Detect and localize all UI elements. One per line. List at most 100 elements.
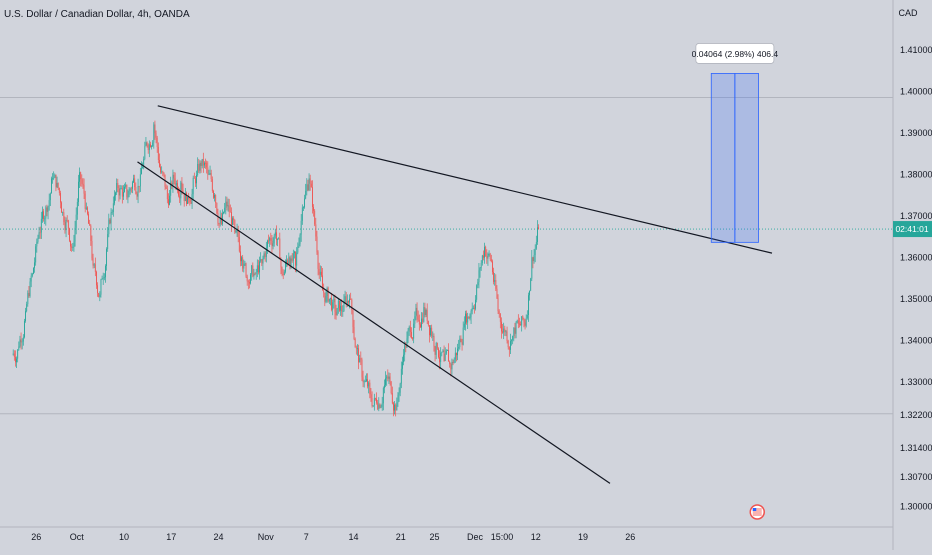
candle-body — [166, 188, 168, 200]
candle-body — [533, 255, 535, 262]
candle-body — [195, 178, 196, 184]
candle-body — [386, 376, 388, 379]
candle-body — [449, 361, 451, 364]
candle-body — [357, 348, 358, 350]
chart-title: U.S. Dollar / Canadian Dollar, 4h, OANDA — [4, 9, 190, 20]
candle-body — [156, 137, 158, 148]
candle-body — [119, 188, 121, 196]
candle-body — [373, 398, 375, 406]
us-flag-icon — [749, 504, 765, 520]
candle-body — [508, 347, 510, 350]
candle-body — [138, 185, 140, 187]
candle-body — [504, 328, 506, 332]
candle-body — [199, 162, 201, 171]
candle-body — [519, 323, 520, 325]
candle-body — [74, 227, 76, 242]
candle-body — [537, 227, 538, 242]
candle-body — [488, 253, 490, 255]
candle-body — [263, 253, 265, 259]
candle-body — [43, 211, 44, 219]
candle-body — [298, 244, 300, 247]
candle-body — [229, 211, 231, 213]
candle-body — [332, 302, 334, 310]
candle-body — [470, 311, 472, 318]
candle-body — [226, 201, 228, 207]
candle-body — [307, 184, 309, 191]
y-tick-label: 1.38000 — [900, 169, 932, 179]
candle-body — [265, 247, 267, 257]
candle-body — [150, 144, 151, 148]
candle-body — [193, 177, 195, 179]
candle-body — [197, 163, 199, 175]
candle-body — [514, 327, 516, 334]
candle-body — [355, 347, 357, 349]
candle-body — [277, 238, 278, 240]
candle-body — [155, 133, 157, 138]
trendline — [137, 161, 611, 484]
candle-body — [436, 342, 438, 349]
candle-body — [359, 358, 361, 363]
candle-body — [73, 241, 75, 247]
candle-body — [372, 405, 374, 407]
candle-body — [200, 162, 202, 166]
candle-body — [471, 307, 473, 312]
candle-body — [522, 316, 524, 319]
candle-body — [499, 314, 501, 322]
candle-body — [331, 297, 332, 310]
candle-body — [115, 192, 116, 196]
candle-body — [453, 359, 455, 363]
candle-body — [290, 258, 292, 268]
candle-body — [273, 235, 275, 244]
candle-body — [247, 281, 249, 283]
candle-body — [409, 326, 411, 332]
candle-body — [192, 177, 194, 195]
candle-body — [94, 264, 96, 272]
x-tick-label: 19 — [578, 532, 588, 542]
candle-body — [525, 317, 527, 326]
y-tick-label: 1.33000 — [900, 377, 932, 387]
candle-body — [532, 257, 534, 262]
candle-body — [173, 174, 175, 179]
candle-body — [283, 271, 285, 276]
candle-body — [25, 311, 26, 322]
candle-body — [215, 195, 217, 203]
candle-body — [37, 238, 39, 242]
candle-body — [237, 229, 239, 238]
candle-body — [276, 232, 277, 240]
candle-body — [256, 265, 258, 272]
candle-body — [280, 259, 282, 268]
candle-body — [510, 341, 511, 350]
candle-body — [379, 404, 381, 408]
candle-body — [51, 178, 52, 194]
y-tick-label: 1.37000 — [900, 211, 932, 221]
candle-body — [382, 387, 384, 404]
candle-body — [426, 309, 428, 321]
candle-body — [153, 124, 155, 143]
candle-body — [420, 324, 421, 328]
candle-body — [175, 183, 177, 186]
candle-body — [314, 210, 316, 225]
candle-body — [179, 195, 181, 199]
candle-body — [376, 398, 377, 403]
candle-body — [423, 307, 425, 322]
candle-body — [469, 317, 471, 319]
candle-body — [53, 177, 55, 179]
candle-body — [233, 218, 235, 220]
candle-body — [201, 158, 203, 166]
candle-body — [60, 192, 61, 203]
candle-body — [36, 241, 38, 247]
candle-body — [506, 331, 508, 341]
candle-body — [54, 174, 56, 178]
candle-body — [116, 183, 118, 193]
candle-body — [526, 314, 528, 318]
candle-body — [475, 299, 476, 309]
candle-body — [83, 185, 85, 194]
candle-body — [232, 218, 233, 225]
candle-body — [219, 217, 221, 224]
candle-body — [147, 145, 149, 151]
candle-body — [375, 398, 376, 400]
candle-body — [120, 188, 122, 189]
candle-body — [80, 172, 82, 180]
